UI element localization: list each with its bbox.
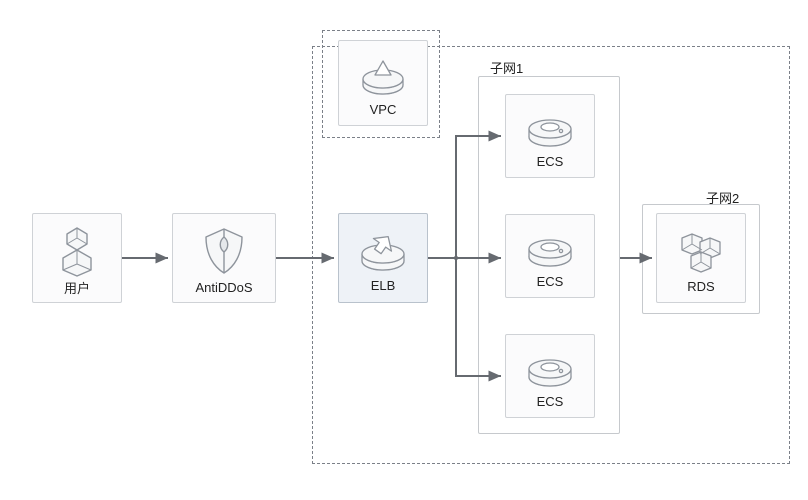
edge-junction [454, 256, 458, 260]
disk-slot-icon [523, 227, 577, 271]
disk-arrow-icon [356, 227, 410, 275]
node-vpc-label: VPC [370, 103, 397, 116]
user-icon [53, 224, 101, 278]
node-ecs3: ECS [505, 334, 595, 418]
node-elb-label: ELB [371, 279, 396, 292]
edge-elb-ecs3 [456, 258, 501, 376]
node-ecs3-label: ECS [537, 395, 564, 408]
disk-tri-icon [357, 53, 409, 99]
architecture-diagram: 子网1 子网2 [0, 0, 808, 500]
node-elb: ELB [338, 213, 428, 303]
hex-icon [674, 226, 728, 276]
shield-icon [198, 225, 250, 277]
node-ecs1: ECS [505, 94, 595, 178]
node-antiddos: AntiDDoS [172, 213, 276, 303]
node-rds-label: RDS [687, 280, 714, 293]
node-rds: RDS [656, 213, 746, 303]
node-vpc: VPC [338, 40, 428, 126]
node-ecs1-label: ECS [537, 155, 564, 168]
node-ecs2: ECS [505, 214, 595, 298]
edge-elb-ecs1 [456, 136, 501, 258]
node-user-label: 用户 [64, 282, 90, 295]
disk-slot-icon [523, 107, 577, 151]
node-antiddos-label: AntiDDoS [195, 281, 252, 294]
disk-slot-icon [523, 347, 577, 391]
node-user: 用户 [32, 213, 122, 303]
node-ecs2-label: ECS [537, 275, 564, 288]
